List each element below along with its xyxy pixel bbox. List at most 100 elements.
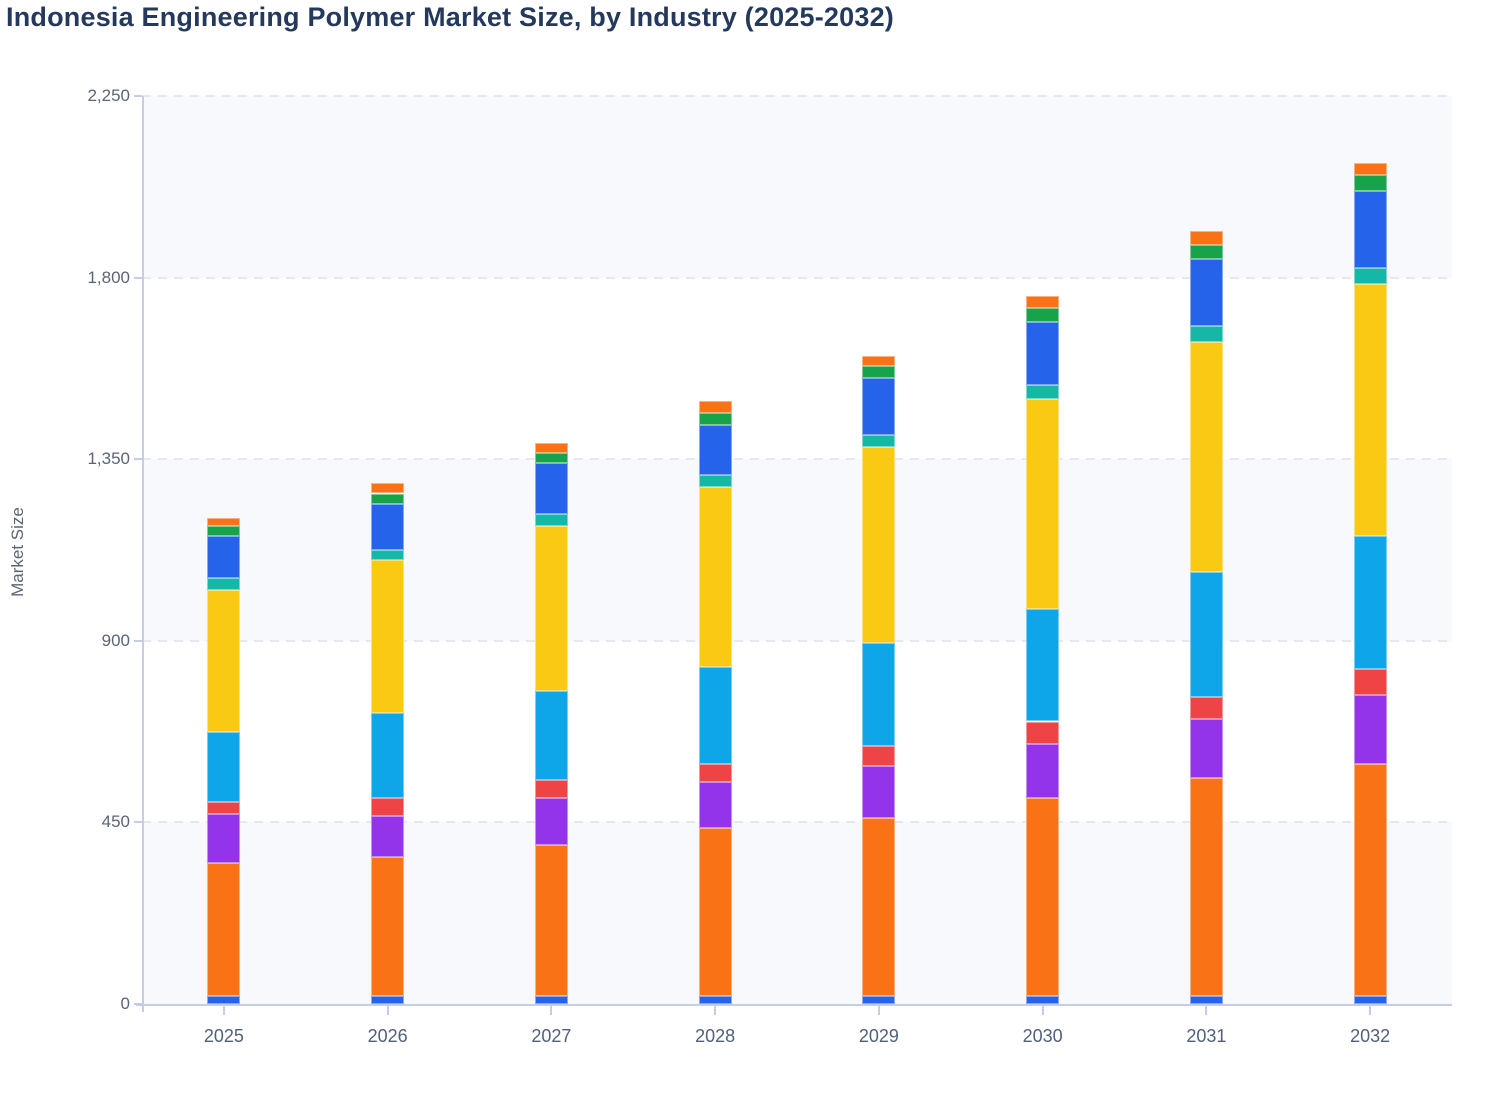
x-axis-line (136, 1004, 1452, 1006)
bar-2030 (1026, 96, 1060, 1004)
bar-2027-series-10 (534, 443, 568, 454)
bar-2026-series-3 (371, 816, 405, 857)
x-axis-tick-mark (1041, 1006, 1044, 1015)
bar-2031-series-9 (1189, 245, 1223, 260)
gridline (142, 276, 1452, 279)
x-axis-label: 2030 (1022, 1026, 1063, 1046)
bar-2025-series-4 (207, 802, 241, 815)
bar-2029-series-6 (862, 447, 896, 643)
bar-2027-series-8 (534, 463, 568, 514)
y-axis-tick-label: 0 (120, 994, 130, 1013)
bar-2025-series-7 (207, 578, 241, 591)
bar-2030-series-7 (1026, 384, 1060, 399)
bar-2025-series-8 (207, 535, 241, 579)
bar-2030-series-5 (1026, 608, 1060, 722)
gridline (142, 639, 1452, 642)
bar-2028-series-2 (698, 828, 732, 996)
bar-2028 (698, 96, 732, 1004)
bar-2032-series-3 (1353, 695, 1387, 764)
bar-2027-series-2 (534, 844, 568, 996)
x-axis-tick-mark (386, 1006, 389, 1015)
y-axis-tick-label: 900 (101, 630, 130, 650)
bar-2027-series-6 (534, 525, 568, 692)
x-axis-tick-mark (550, 1006, 553, 1015)
bar-2027-series-3 (534, 798, 568, 845)
y-axis-tick-mark (134, 639, 142, 642)
x-axis-label: 2028 (695, 1026, 736, 1046)
x-axis-tick-mark (877, 1006, 880, 1015)
bar-2031-series-3 (1189, 719, 1223, 778)
bar-2031-series-1 (1189, 995, 1223, 1004)
bar-2032-series-6 (1353, 283, 1387, 536)
y-axis-tick-mark (134, 276, 142, 279)
bar-2027-series-1 (534, 995, 568, 1004)
bar-2031 (1189, 96, 1223, 1004)
bar-2030-series-6 (1026, 398, 1060, 609)
x-axis-label: 2031 (1186, 1026, 1227, 1046)
bar-2031-series-7 (1189, 326, 1223, 343)
bar-2028-series-7 (698, 475, 732, 488)
bar-2030-series-3 (1026, 743, 1060, 799)
bar-2029-series-8 (862, 378, 896, 435)
bar-2025-series-5 (207, 731, 241, 803)
bar-2032-series-4 (1353, 669, 1387, 696)
bar-2032-series-5 (1353, 535, 1387, 670)
bar-2030-series-10 (1026, 295, 1060, 308)
bar-2025-series-3 (207, 814, 241, 863)
bar-2031-series-10 (1189, 231, 1223, 246)
bar-2026-series-4 (371, 798, 405, 817)
bar-2025 (207, 96, 241, 1004)
bar-2026-series-10 (371, 483, 405, 494)
bar-2029-series-3 (862, 765, 896, 819)
bar-2030-series-8 (1026, 321, 1060, 385)
bar-2028-series-4 (698, 763, 732, 783)
bar-2032-series-1 (1353, 995, 1387, 1004)
bar-2029-series-9 (862, 366, 896, 379)
bar-2032-series-9 (1353, 174, 1387, 191)
bar-2032-series-2 (1353, 763, 1387, 996)
gridline (142, 95, 1452, 97)
y-axis-tick-mark (134, 95, 142, 97)
x-axis-label: 2027 (531, 1026, 572, 1046)
bar-2025-series-6 (207, 590, 241, 732)
bar-2029-series-4 (862, 745, 896, 766)
bar-2028-series-5 (698, 667, 732, 764)
bar-2026-series-8 (371, 503, 405, 550)
bar-2032-series-8 (1353, 190, 1387, 268)
y-axis-tick-label: 1,800 (87, 267, 130, 287)
bar-2026-series-2 (371, 856, 405, 996)
bar-2027-series-4 (534, 780, 568, 799)
bar-2026 (371, 96, 405, 1004)
bar-2028-series-1 (698, 995, 732, 1004)
bar-2028-series-3 (698, 782, 732, 829)
gridline (142, 458, 1452, 461)
bar-2028-series-8 (698, 424, 732, 476)
plot-band (142, 822, 1452, 1004)
bar-2032 (1353, 96, 1387, 1004)
bar-2030-series-9 (1026, 307, 1060, 322)
bar-2030-series-1 (1026, 995, 1060, 1004)
bar-2031-series-6 (1189, 342, 1223, 573)
gridline (142, 821, 1452, 824)
x-axis-tick-mark (1205, 1006, 1208, 1015)
bar-2026-series-9 (371, 493, 405, 504)
bar-2027 (534, 96, 568, 1004)
bar-2032-series-7 (1353, 267, 1387, 284)
bar-2031-series-8 (1189, 259, 1223, 327)
x-axis-tick-mark (1369, 1006, 1372, 1015)
y-axis-tick-label: 450 (101, 812, 130, 832)
y-axis-tick-mark (134, 821, 142, 824)
bar-2025-series-10 (207, 517, 241, 526)
bar-2031-series-4 (1189, 697, 1223, 720)
y-axis-tick-label: 1,350 (87, 449, 130, 469)
x-axis-label: 2025 (203, 1026, 244, 1046)
bar-2031-series-5 (1189, 572, 1223, 698)
bar-2025-series-2 (207, 862, 241, 996)
bar-2026-series-7 (371, 550, 405, 561)
bar-2025-series-9 (207, 525, 241, 536)
bar-2029-series-5 (862, 642, 896, 746)
bar-2029-series-2 (862, 818, 896, 996)
bar-2029-series-1 (862, 995, 896, 1004)
bar-2026-series-1 (371, 995, 405, 1004)
